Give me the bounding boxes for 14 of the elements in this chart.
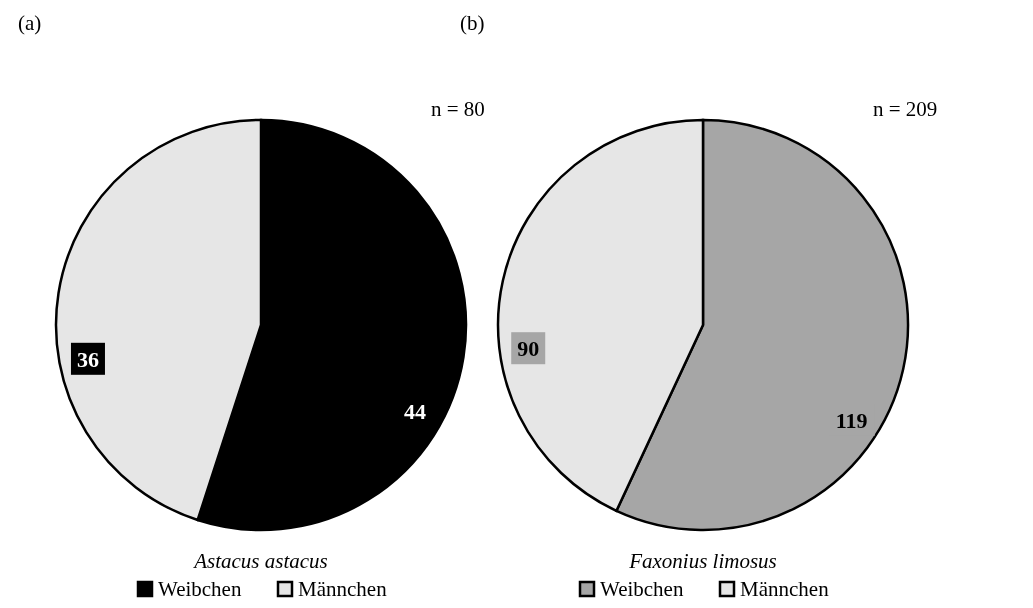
legend-label: Männchen [740, 577, 830, 601]
text: Astacus astacus [192, 549, 328, 573]
legend-label: Männchen [298, 577, 388, 601]
text: n = 80 [431, 97, 485, 121]
data-label: 90 [517, 336, 540, 362]
data-label: 44 [404, 398, 427, 424]
legend-label: Weibchen [158, 577, 242, 601]
data-label: 119 [835, 407, 868, 433]
text: n = 209 [873, 97, 938, 121]
text: Faxonius limosus [628, 549, 777, 573]
text: (b) [460, 11, 485, 35]
legend-label: Weibchen [600, 577, 684, 601]
data-label: 36 [76, 346, 99, 372]
text: (a) [18, 11, 42, 35]
